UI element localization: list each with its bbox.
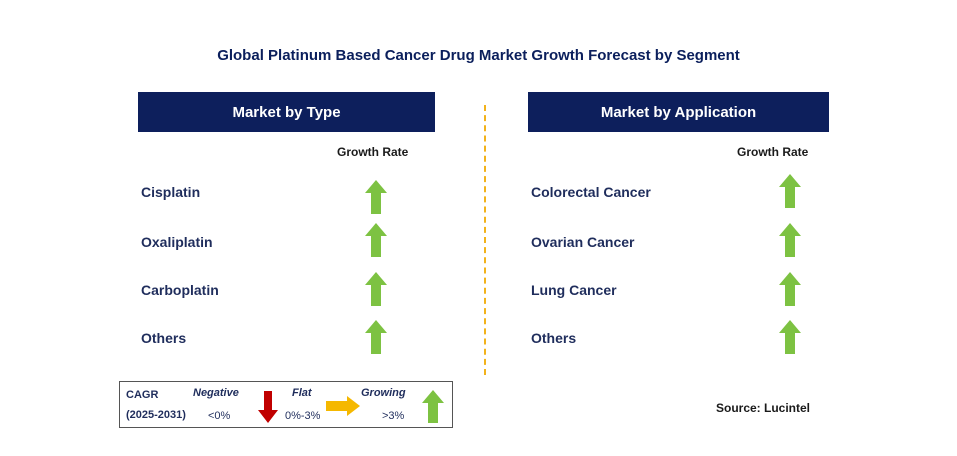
legend-period-label: (2025-2031) bbox=[126, 409, 186, 421]
legend-cagr-label: CAGR bbox=[126, 389, 159, 401]
flat-right-arrow-icon bbox=[326, 396, 360, 416]
growth-up-arrow-icon bbox=[779, 320, 801, 354]
growth-up-arrow-icon bbox=[365, 223, 387, 257]
chart-title: Global Platinum Based Cancer Drug Market… bbox=[217, 47, 740, 64]
growth-up-arrow-icon bbox=[779, 223, 801, 257]
legend-negative-label: Negative bbox=[193, 387, 239, 399]
growth-up-arrow-icon bbox=[365, 180, 387, 214]
market-by-type-header: Market by Type bbox=[138, 92, 435, 132]
type-row-label: Cisplatin bbox=[141, 184, 201, 200]
market-by-application-header: Market by Application bbox=[528, 92, 829, 132]
growth-up-arrow-icon bbox=[779, 272, 801, 306]
application-row-label: Ovarian Cancer bbox=[531, 234, 635, 250]
type-row-label: Oxaliplatin bbox=[141, 234, 213, 250]
legend-negative-range: <0% bbox=[208, 410, 231, 422]
application-row-label: Colorectal Cancer bbox=[531, 184, 651, 200]
application-row-label: Others bbox=[531, 330, 577, 346]
growing-up-arrow-icon bbox=[422, 390, 444, 423]
legend-growing-range: >3% bbox=[382, 410, 405, 422]
growth-up-arrow-icon bbox=[365, 320, 387, 354]
legend-flat-range: 0%-3% bbox=[285, 410, 321, 422]
panel-divider bbox=[484, 105, 486, 375]
right-growth-rate-label: Growth Rate bbox=[737, 145, 809, 159]
cagr-legend: CAGR (2025-2031) Negative <0% Flat 0%-3%… bbox=[119, 381, 453, 428]
legend-growing-label: Growing bbox=[361, 387, 406, 399]
source-label: Source: Lucintel bbox=[716, 401, 811, 415]
legend-flat-label: Flat bbox=[292, 387, 312, 399]
type-row-label: Others bbox=[141, 330, 187, 346]
type-row-label: Carboplatin bbox=[141, 282, 219, 298]
left-growth-rate-label: Growth Rate bbox=[337, 145, 409, 159]
application-row-label: Lung Cancer bbox=[531, 282, 617, 298]
negative-down-arrow-icon bbox=[258, 391, 278, 423]
growth-up-arrow-icon bbox=[365, 272, 387, 306]
growth-up-arrow-icon bbox=[779, 174, 801, 208]
